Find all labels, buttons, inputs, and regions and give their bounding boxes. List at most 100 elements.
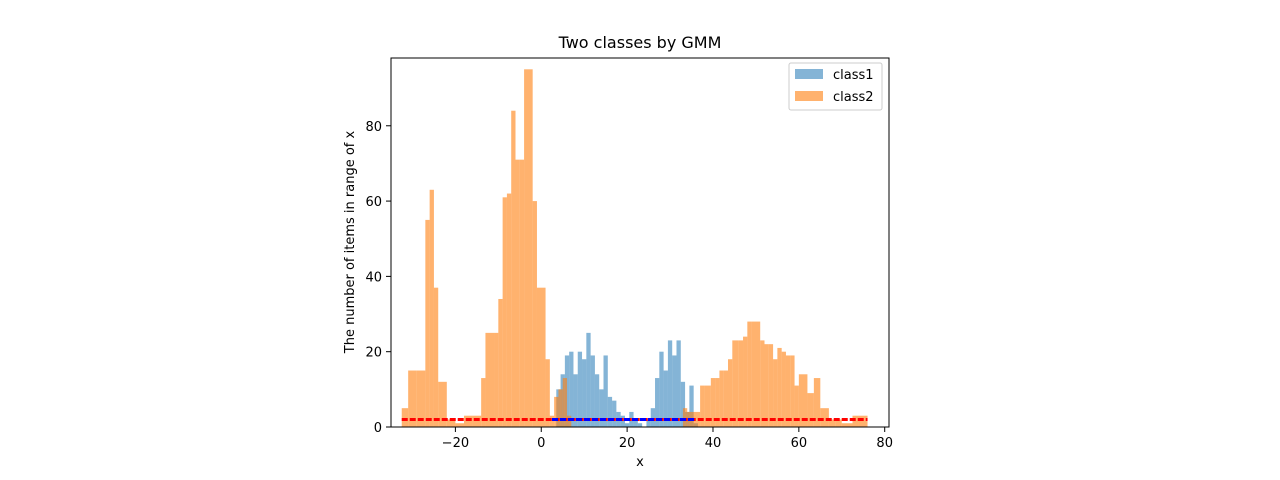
x-tick-label: 60	[791, 436, 808, 451]
class2-bar	[562, 378, 568, 427]
class2-bar	[416, 370, 426, 427]
class2-bar	[472, 415, 482, 427]
y-tick-label: 40	[365, 270, 382, 285]
class2-bar	[704, 385, 711, 427]
legend: class1 class2	[788, 62, 883, 111]
class1-bar	[659, 351, 664, 427]
class2-bar	[728, 359, 733, 427]
class2-bar	[719, 370, 724, 427]
class2-bar	[794, 385, 799, 427]
class1-bar	[573, 374, 578, 427]
class2-bar	[777, 347, 782, 427]
class2-bar	[425, 219, 430, 427]
class2-bar	[760, 340, 765, 427]
y-tick-label: 20	[365, 346, 382, 361]
class2-bar	[506, 193, 512, 427]
class1-bar	[620, 415, 625, 427]
class2-bar	[463, 415, 473, 427]
class1-bar	[650, 408, 656, 427]
class2-bar	[545, 359, 550, 427]
legend-label-class2: class2	[833, 90, 874, 105]
class2-bar	[567, 415, 572, 427]
y-axis-label: The number of items in range of x	[343, 130, 358, 354]
x-tick-label: 40	[705, 436, 722, 451]
class2-bar	[700, 385, 705, 427]
class2-bar	[785, 355, 791, 427]
class2-bar	[455, 423, 464, 427]
class1-bar	[689, 385, 694, 427]
class2-bar	[481, 378, 486, 427]
class2-bar	[438, 381, 447, 427]
class2-bar	[554, 396, 559, 427]
y-axis: 0 20 40 60 80	[365, 120, 391, 436]
class1-bar	[667, 340, 673, 427]
class2-bar	[841, 423, 853, 427]
class2-bar	[781, 351, 786, 427]
class2-bar	[446, 419, 456, 427]
class1-bar	[676, 340, 681, 427]
class2-bar	[532, 201, 537, 427]
class2-bar	[549, 415, 555, 427]
class2-bar	[682, 408, 688, 427]
class1-bar	[624, 423, 630, 427]
class1-bar	[599, 389, 604, 427]
class2-bar	[751, 321, 761, 427]
chart-title: Two classes by GMM	[558, 33, 722, 52]
class2-bar	[764, 344, 769, 427]
class2-bar	[498, 298, 503, 427]
x-tick-label: 20	[619, 436, 636, 451]
class2-bar	[858, 415, 868, 427]
class2-bar	[408, 370, 417, 427]
class1-bar	[594, 374, 600, 427]
class2-bar	[710, 378, 716, 427]
y-tick-label: 0	[374, 421, 382, 436]
class1-bar	[637, 423, 643, 427]
class2-bar	[732, 340, 739, 427]
y-tick-label: 60	[365, 195, 382, 210]
plot-area	[401, 69, 868, 427]
class2-bar	[429, 189, 434, 427]
x-axis-label: x	[636, 455, 644, 470]
class2-bar	[502, 197, 507, 427]
x-tick-label: 80	[876, 436, 893, 451]
class2-bar	[738, 340, 744, 427]
class2-bar	[807, 393, 814, 427]
x-tick-label: 0	[537, 436, 545, 451]
x-axis: −20 0 20 40 60 80	[442, 427, 893, 451]
class1-bar	[663, 370, 668, 427]
class1-bar	[655, 378, 660, 427]
class1-bar	[633, 419, 638, 427]
legend-swatch-class1	[795, 69, 823, 79]
class1-bar	[582, 359, 587, 427]
class1-bar	[607, 396, 613, 427]
class1-bar	[577, 351, 583, 427]
class2-bar	[558, 389, 563, 427]
class2-bar	[485, 332, 495, 427]
class2-bar	[524, 69, 533, 427]
class2-bar	[798, 374, 808, 427]
axes-frame	[390, 57, 890, 428]
class1-bar	[590, 355, 595, 427]
class2-bar	[715, 378, 720, 427]
class2-bar	[852, 415, 859, 427]
class2-bar	[813, 378, 821, 427]
class2-bar	[743, 336, 748, 427]
class2-bar	[433, 287, 439, 427]
class2-bar	[790, 355, 795, 427]
class2-bar	[519, 159, 525, 427]
class2-bar	[835, 419, 842, 427]
y-tick-label: 80	[365, 120, 382, 135]
class2-bar	[747, 321, 752, 427]
class2-bar	[768, 344, 774, 427]
class1-bar	[569, 351, 574, 427]
class1-bar	[672, 355, 677, 427]
class2-bar	[773, 359, 778, 427]
class2-bar	[723, 370, 729, 427]
class2-bar	[511, 110, 516, 427]
legend-swatch-class2	[795, 91, 823, 101]
x-tick-label: −20	[442, 436, 469, 451]
class2-bar	[401, 408, 409, 427]
class1-bar	[612, 400, 617, 427]
class2-bar	[691, 411, 701, 427]
